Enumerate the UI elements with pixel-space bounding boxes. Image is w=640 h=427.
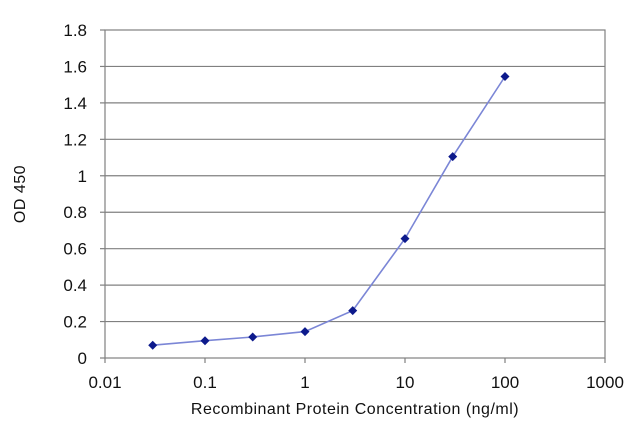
x-tick-label: 0.1 xyxy=(193,373,217,392)
y-tick-label: 0.6 xyxy=(63,240,87,259)
x-axis-label: Recombinant Protein Concentration (ng/ml… xyxy=(191,401,519,418)
y-tick-label: 0.2 xyxy=(63,313,87,332)
y-tick-label: 1.8 xyxy=(63,21,87,40)
data-point xyxy=(400,234,410,244)
x-tick-label: 100 xyxy=(491,373,519,392)
x-tick-label: 1000 xyxy=(586,373,624,392)
data-point xyxy=(200,336,210,346)
y-tick-label: 1.6 xyxy=(63,57,87,76)
y-tick-labels: 0 0.2 0.4 0.6 0.8 1 1.2 1.4 1.6 1.8 xyxy=(63,21,87,368)
x-tick-label: 0.01 xyxy=(88,373,121,392)
y-tick-label: 1.2 xyxy=(63,130,87,149)
data-point xyxy=(248,332,258,342)
x-tick-labels: 0.01 0.1 1 10 100 1000 xyxy=(88,373,623,392)
series-line xyxy=(152,76,506,346)
x-tick-label: 1 xyxy=(300,373,309,392)
data-point xyxy=(348,306,358,316)
y-tick-label: 1 xyxy=(78,167,87,186)
y-tick-label: 1.4 xyxy=(63,94,87,113)
grid-lines xyxy=(100,29,606,363)
data-point xyxy=(148,340,158,350)
plot-area xyxy=(104,29,606,359)
data-point xyxy=(448,152,458,162)
y-tick-label: 0.4 xyxy=(63,276,87,295)
data-point xyxy=(500,71,510,81)
y-tick-label: 0.8 xyxy=(63,203,87,222)
series-group xyxy=(148,71,510,350)
y-tick-label: 0 xyxy=(78,349,87,368)
x-tick-label: 10 xyxy=(396,373,415,392)
data-point xyxy=(300,327,310,337)
y-axis-label: OD 450 xyxy=(12,165,29,223)
